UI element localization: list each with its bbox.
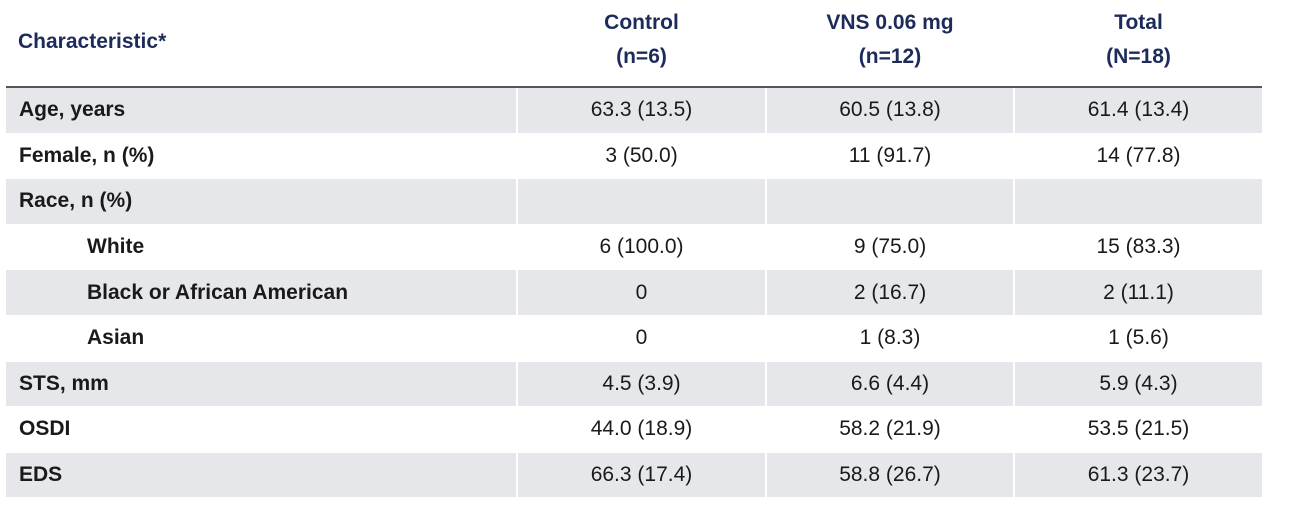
characteristic-header: Characteristic* bbox=[18, 30, 167, 53]
column-n: (n=12) bbox=[858, 45, 922, 68]
empty-cell bbox=[518, 179, 765, 224]
empty-cell bbox=[767, 179, 1013, 224]
value-cell: 6.6 (4.4) bbox=[767, 361, 1013, 407]
value-cell: 1 (8.3) bbox=[859, 326, 921, 350]
value-cell: 44.0 (18.9) bbox=[590, 417, 693, 441]
value-cell: 11 (91.7) bbox=[848, 143, 932, 167]
value-cell: 61.3 (23.7) bbox=[1015, 452, 1262, 498]
column-n: (n=6) bbox=[616, 45, 667, 68]
row-label: STS, mm bbox=[6, 361, 516, 407]
value-cell: 4.5 (3.9) bbox=[518, 361, 765, 407]
value-cell: 0 bbox=[635, 326, 648, 350]
row-label: Age, years bbox=[6, 88, 516, 133]
value-cell: 61.4 (13.4) bbox=[1015, 88, 1262, 133]
row-label: OSDI bbox=[19, 417, 71, 441]
value-cell: 6 (100.0) bbox=[599, 235, 684, 259]
value-cell: 1 (5.6) bbox=[1108, 326, 1169, 350]
value-cell: 2 (11.1) bbox=[1015, 270, 1262, 315]
row-label: Asian bbox=[87, 326, 145, 350]
value-cell: 14 (77.8) bbox=[1096, 143, 1181, 167]
value-cell: 5.9 (4.3) bbox=[1015, 361, 1262, 407]
value-cell: 58.2 (21.9) bbox=[839, 417, 941, 441]
column-title: Control bbox=[604, 11, 679, 34]
value-cell: 3 (50.0) bbox=[605, 143, 678, 167]
row-label: EDS bbox=[6, 452, 516, 498]
column-n: (N=18) bbox=[1106, 45, 1171, 68]
value-cell: 66.3 (17.4) bbox=[518, 452, 765, 498]
row-label: Black or African American bbox=[6, 270, 516, 315]
row-label: Female, n (%) bbox=[19, 143, 155, 167]
value-cell: 9 (75.0) bbox=[853, 235, 927, 259]
row-label: Race, n (%) bbox=[6, 179, 516, 224]
value-cell: 53.5 (21.5) bbox=[1087, 417, 1190, 441]
value-cell: 63.3 (13.5) bbox=[518, 88, 765, 133]
value-cell: 0 bbox=[518, 270, 765, 315]
value-cell: 58.8 (26.7) bbox=[767, 452, 1013, 498]
row-label: White bbox=[87, 235, 145, 259]
empty-cell bbox=[1015, 179, 1262, 224]
header-rule bbox=[6, 86, 1262, 88]
column-title: Total bbox=[1114, 11, 1163, 34]
value-cell: 2 (16.7) bbox=[767, 270, 1013, 315]
column-title: VNS 0.06 mg bbox=[826, 11, 954, 34]
value-cell: 60.5 (13.8) bbox=[767, 88, 1013, 133]
value-cell: 15 (83.3) bbox=[1096, 235, 1181, 259]
